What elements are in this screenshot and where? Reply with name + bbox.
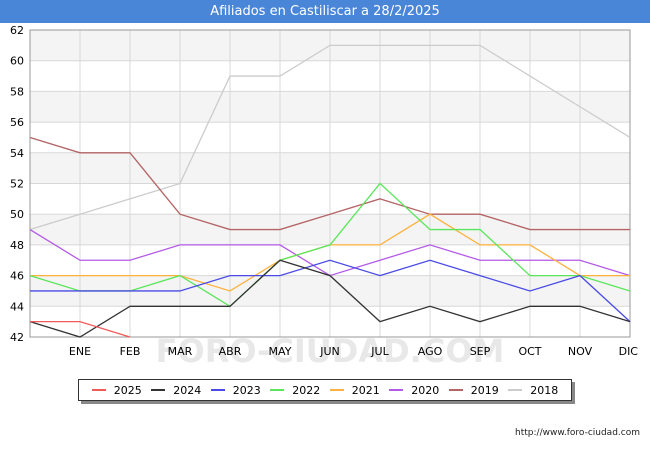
legend-item-2019: 2019 — [448, 383, 499, 397]
x-tick-label: MAR — [168, 345, 193, 358]
y-axis: 42 44 46 48 50 52 54 56 58 60 62 — [10, 24, 24, 344]
legend-label: 2022 — [292, 383, 321, 397]
legend-label: 2023 — [232, 383, 261, 397]
legend-swatch — [270, 389, 285, 391]
legend-label: 2018 — [530, 383, 559, 397]
x-axis: ENE FEB MAR ABR MAY JUN JUL AGO SEP OCT NOV DIC — [69, 345, 638, 358]
x-tick-label: ABR — [219, 345, 242, 358]
legend-swatch — [210, 389, 225, 391]
y-tick-label: 44 — [10, 300, 24, 313]
plot-frame — [29, 29, 631, 338]
x-tick-label: AGO — [418, 345, 443, 358]
legend-item-2022: 2022 — [270, 384, 320, 397]
legend-label: 2019 — [470, 383, 499, 397]
legend-swatch — [329, 389, 344, 391]
y-tick-label: 54 — [10, 147, 24, 160]
series-line-2024 — [29, 259, 631, 338]
y-tick-label: 56 — [10, 116, 24, 129]
y-tick-label: 50 — [10, 208, 24, 221]
chart-title: Afiliados en Castiliscar a 28/2/2025 — [0, 0, 650, 23]
x-tick-label: OCT — [518, 345, 541, 358]
x-tick-label: MAY — [269, 345, 292, 358]
x-tick-label: JUL — [370, 345, 389, 358]
legend: 2025 2024 2023 2022 2021 2020 2019 2018 — [78, 379, 572, 401]
legend-label: 2025 — [113, 383, 142, 397]
legend-item-2021: 2021 — [329, 383, 380, 397]
x-tick-label: JUN — [319, 345, 340, 358]
y-tick-label: 42 — [10, 331, 24, 344]
legend-label: 2021 — [351, 383, 380, 397]
legend-label: 2020 — [411, 383, 440, 397]
x-tick-label: NOV — [568, 345, 593, 358]
legend-swatch — [508, 389, 523, 391]
legend-item-2024: 2024 — [151, 384, 201, 397]
series-lines — [29, 44, 631, 338]
y-tick-label: 52 — [10, 178, 24, 191]
legend-swatch — [151, 389, 166, 391]
y-tick-label: 60 — [10, 55, 24, 68]
legend-item-2020: 2020 — [389, 384, 439, 397]
legend-swatch — [91, 389, 106, 391]
source-url: http://www.foro-ciudad.com — [515, 428, 640, 438]
series-line-2018 — [29, 44, 631, 231]
legend-swatch — [448, 389, 463, 391]
series-line-2023 — [30, 259, 631, 323]
y-tick-label: 62 — [10, 24, 24, 37]
y-tick-label: 48 — [10, 239, 24, 252]
series-line-2025 — [30, 320, 131, 338]
legend-label: 2024 — [173, 383, 202, 397]
series-line-2019 — [29, 136, 630, 231]
x-tick-label: ENE — [69, 345, 91, 358]
legend-item-2023: 2023 — [210, 383, 261, 397]
legend-item-2018: 2018 — [508, 384, 558, 397]
x-tick-label: SEP — [470, 345, 491, 358]
y-tick-label: 46 — [10, 270, 24, 283]
watermark: FORO-CIUDAD.COM — [156, 332, 505, 370]
legend-item-2025: 2025 — [91, 383, 142, 397]
x-tick-label: FEB — [120, 345, 141, 358]
x-tick-label: DIC — [619, 345, 639, 358]
legend-swatch — [389, 389, 404, 391]
y-tick-label: 58 — [10, 85, 24, 98]
